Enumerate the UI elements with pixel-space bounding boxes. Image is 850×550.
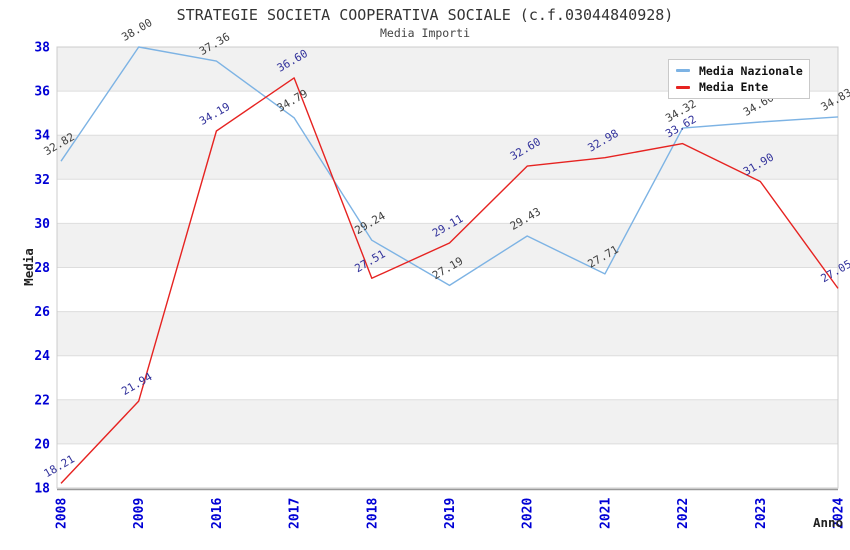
x-tick-label: 2008 — [55, 498, 70, 529]
legend-line-swatch-ente-icon — [676, 85, 690, 89]
legend-item-media-nazionale: Media Nazionale — [676, 65, 809, 77]
x-tick-label: 2017 — [288, 498, 303, 529]
legend-item-media-ente: Media Ente — [676, 81, 809, 93]
series-line-media-ente — [60, 77, 839, 484]
point-label: 18.21 — [42, 452, 77, 480]
legend-line-swatch-nazionale-icon — [676, 69, 690, 73]
y-tick-label: 34 — [34, 129, 50, 144]
y-tick-label: 18 — [34, 482, 50, 497]
plot-band — [57, 311, 838, 356]
y-axis-title: Media — [21, 248, 36, 286]
y-tick-label: 24 — [34, 349, 50, 364]
chart-legend: Media Nazionale Media Ente — [668, 59, 810, 99]
y-tick-label: 32 — [34, 173, 50, 188]
plot-border — [56, 46, 839, 489]
x-tick-label: 2024 — [832, 498, 847, 529]
legend-label-media-ente: Media Ente — [699, 80, 769, 95]
plot-band — [57, 135, 838, 180]
y-tick-label: 22 — [34, 393, 50, 408]
x-tick-label: 2023 — [754, 498, 769, 529]
point-label: 38.00 — [119, 16, 154, 44]
y-tick-label: 26 — [34, 305, 50, 320]
chart-title: STRATEGIE SOCIETA COOPERATIVA SOCIALE (c… — [176, 6, 674, 24]
x-axis-title: Anno — [813, 515, 843, 530]
point-label: 21.94 — [119, 370, 155, 398]
y-tick-label: 36 — [34, 85, 50, 100]
y-tick-label: 30 — [34, 217, 50, 232]
x-tick-label: 2019 — [443, 498, 458, 529]
plot-band — [57, 399, 838, 444]
y-tick-label: 38 — [34, 41, 50, 56]
series-line-media-nazionale — [60, 46, 839, 287]
x-tick-label: 2018 — [365, 498, 380, 529]
x-tick-label: 2020 — [521, 498, 536, 529]
x-tick-label: 2009 — [132, 498, 147, 529]
x-tick-label: 2021 — [598, 498, 613, 529]
x-tick-label: 2016 — [210, 498, 225, 529]
legend-label-media-nazionale: Media Nazionale — [699, 63, 803, 78]
y-tick-label: 20 — [34, 437, 50, 452]
y-tick-label: 28 — [34, 261, 50, 276]
chart-subtitle: Media Importi — [379, 26, 470, 40]
x-tick-label: 2022 — [676, 498, 691, 529]
